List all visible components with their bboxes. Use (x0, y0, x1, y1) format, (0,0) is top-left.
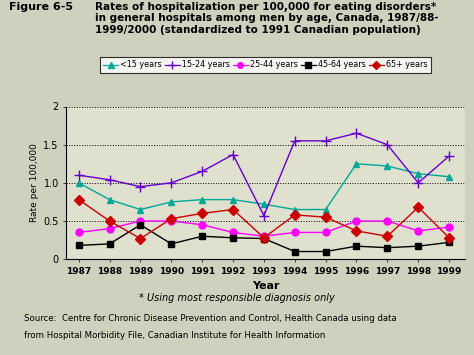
<15 years (354, 162, 359, 166)
45-64 years (415, 244, 421, 248)
25-44 years (384, 219, 390, 223)
15-24 years (415, 181, 421, 185)
15-24 years (261, 213, 267, 218)
<15 years (107, 197, 112, 202)
25-44 years (137, 219, 143, 223)
25-44 years (168, 219, 174, 223)
45-64 years (230, 236, 236, 240)
Line: 45-64 years: 45-64 years (75, 221, 453, 255)
45-64 years (354, 244, 359, 248)
65+ years (76, 197, 82, 202)
<15 years (446, 175, 452, 179)
65+ years (384, 234, 390, 239)
Y-axis label: Rate per 100,000: Rate per 100,000 (30, 143, 39, 222)
25-44 years (292, 230, 298, 235)
X-axis label: Year: Year (252, 282, 279, 291)
Legend: <15 years, 15-24 years, 25-44 years, 45-64 years, 65+ years: <15 years, 15-24 years, 25-44 years, 45-… (100, 57, 431, 72)
15-24 years (168, 181, 174, 185)
65+ years (168, 217, 174, 221)
25-44 years (200, 223, 205, 227)
65+ years (415, 205, 421, 209)
25-44 years (323, 230, 328, 235)
45-64 years (446, 240, 452, 245)
65+ years (323, 215, 328, 219)
25-44 years (230, 230, 236, 235)
15-24 years (107, 178, 112, 182)
25-44 years (107, 226, 112, 231)
25-44 years (354, 219, 359, 223)
45-64 years (261, 236, 267, 241)
Line: 15-24 years: 15-24 years (74, 129, 454, 220)
Line: 65+ years: 65+ years (75, 196, 453, 242)
65+ years (107, 219, 112, 223)
<15 years (200, 197, 205, 202)
45-64 years (168, 242, 174, 246)
<15 years (261, 202, 267, 206)
15-24 years (384, 143, 390, 147)
45-64 years (200, 234, 205, 239)
65+ years (137, 236, 143, 241)
Text: Rates of hospitalization per 100,000 for eating disorders*
in general hospitals : Rates of hospitalization per 100,000 for… (95, 2, 438, 35)
15-24 years (200, 169, 205, 174)
65+ years (261, 236, 267, 240)
65+ years (292, 213, 298, 217)
15-24 years (137, 185, 143, 189)
15-24 years (230, 152, 236, 157)
Text: * Using most responsible diagnosis only: * Using most responsible diagnosis only (139, 293, 335, 303)
<15 years (168, 200, 174, 204)
Line: 25-44 years: 25-44 years (75, 218, 453, 240)
15-24 years (323, 139, 328, 143)
15-24 years (446, 154, 452, 158)
45-64 years (107, 242, 112, 246)
45-64 years (384, 246, 390, 250)
Text: Source:  Centre for Chronic Disease Prevention and Control, Health Canada using : Source: Centre for Chronic Disease Preve… (24, 314, 396, 323)
<15 years (415, 171, 421, 176)
45-64 years (323, 249, 328, 253)
15-24 years (354, 131, 359, 135)
25-44 years (76, 230, 82, 235)
<15 years (384, 164, 390, 168)
<15 years (292, 207, 298, 212)
15-24 years (292, 139, 298, 143)
<15 years (323, 207, 328, 212)
65+ years (446, 236, 452, 240)
25-44 years (261, 234, 267, 239)
25-44 years (446, 225, 452, 229)
<15 years (137, 207, 143, 212)
15-24 years (76, 173, 82, 177)
<15 years (76, 181, 82, 185)
65+ years (200, 211, 205, 215)
65+ years (354, 229, 359, 233)
25-44 years (415, 229, 421, 233)
Line: <15 years: <15 years (75, 160, 453, 213)
45-64 years (292, 249, 298, 253)
45-64 years (76, 243, 82, 247)
65+ years (230, 207, 236, 212)
<15 years (230, 197, 236, 202)
Text: from Hospital Morbidity File, Canadian Institute for Health Information: from Hospital Morbidity File, Canadian I… (24, 331, 325, 340)
Text: Figure 6-5: Figure 6-5 (9, 2, 73, 12)
45-64 years (137, 223, 143, 227)
